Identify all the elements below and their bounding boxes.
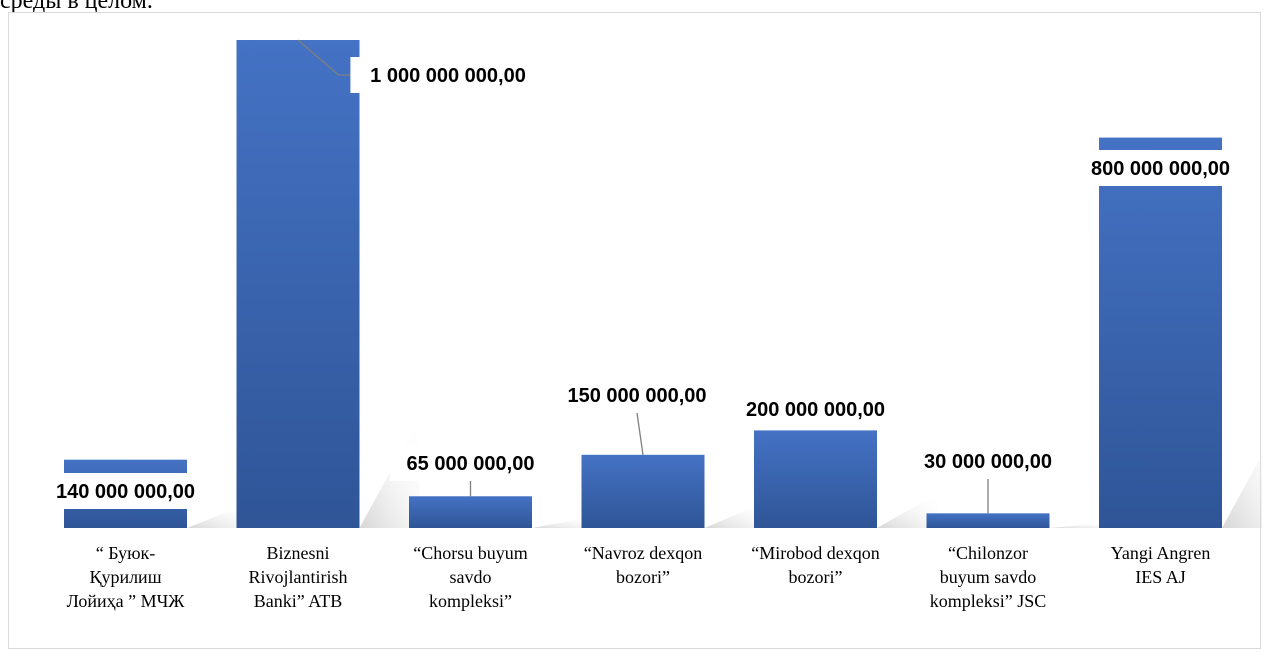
data-label-box	[729, 391, 902, 427]
data-label-box	[389, 445, 552, 481]
category-label: Banki” ATB	[254, 591, 343, 611]
category-label: Yangi Angren	[1111, 543, 1211, 563]
data-label-box	[550, 377, 724, 413]
category-label: kompleksi” JSC	[930, 591, 1047, 611]
data-label: 150 000 000,00	[567, 385, 706, 407]
category-label: savdo	[450, 567, 492, 587]
leader-lines	[297, 39, 989, 514]
bar	[1099, 137, 1222, 528]
data-label: 30 000 000,00	[924, 451, 1052, 473]
category-label: kompleksi”	[429, 591, 512, 611]
category-labels: “ Буюк- Қурилиш Лойиҳа ” МЧЖ Biznesni Rivojl…	[67, 543, 1211, 611]
category-label: Қурилиш	[89, 567, 161, 587]
category-label: “Navroz dexqon	[584, 543, 702, 563]
category-label: Rivojlantirish	[249, 567, 348, 587]
bar-chart: 140 000 000,00 1 000 000 000,00 65 000 000…	[39, 39, 1262, 611]
category-label: IES AJ	[1135, 567, 1186, 587]
data-label: 800 000 000,00	[1091, 158, 1230, 180]
chart-frame: 140 000 000,00 1 000 000 000,00 65 000 000…	[8, 12, 1262, 649]
data-label-box	[350, 57, 546, 93]
data-label: 65 000 000,00	[407, 453, 535, 475]
bar	[409, 496, 532, 528]
category-label: Лойиҳа ” МЧЖ	[67, 591, 186, 611]
data-labels: 140 000 000,00 1 000 000 000,00 65 000 000…	[39, 57, 1247, 509]
category-label: “Chorsu buyum	[413, 543, 528, 563]
category-label: “Chilonzor	[948, 543, 1028, 563]
category-label: “Mirobod dexqon	[751, 543, 879, 563]
data-label: 140 000 000,00	[56, 481, 195, 503]
bar-shadow	[1222, 454, 1262, 528]
category-label: bozori”	[616, 567, 670, 587]
leader-line	[297, 39, 351, 76]
leader-line	[636, 412, 644, 455]
data-label-box	[1074, 150, 1247, 186]
bar	[926, 513, 1050, 528]
data-label-box	[39, 473, 212, 509]
page-heading: среды в целом.	[0, 0, 153, 14]
data-label-box	[907, 443, 1069, 479]
data-label: 1 000 000 000,00	[370, 65, 526, 87]
category-label: “ Буюк-	[96, 543, 156, 563]
bar	[754, 430, 877, 528]
bar-shadow	[1049, 522, 1110, 528]
data-label: 200 000 000,00	[746, 399, 885, 421]
bar-shadow	[877, 493, 937, 528]
category-label: Biznesni	[267, 543, 330, 563]
bar	[236, 40, 360, 528]
category-label: bozori”	[789, 567, 843, 587]
category-label: buyum savdo	[940, 567, 1037, 587]
bar	[581, 454, 705, 528]
